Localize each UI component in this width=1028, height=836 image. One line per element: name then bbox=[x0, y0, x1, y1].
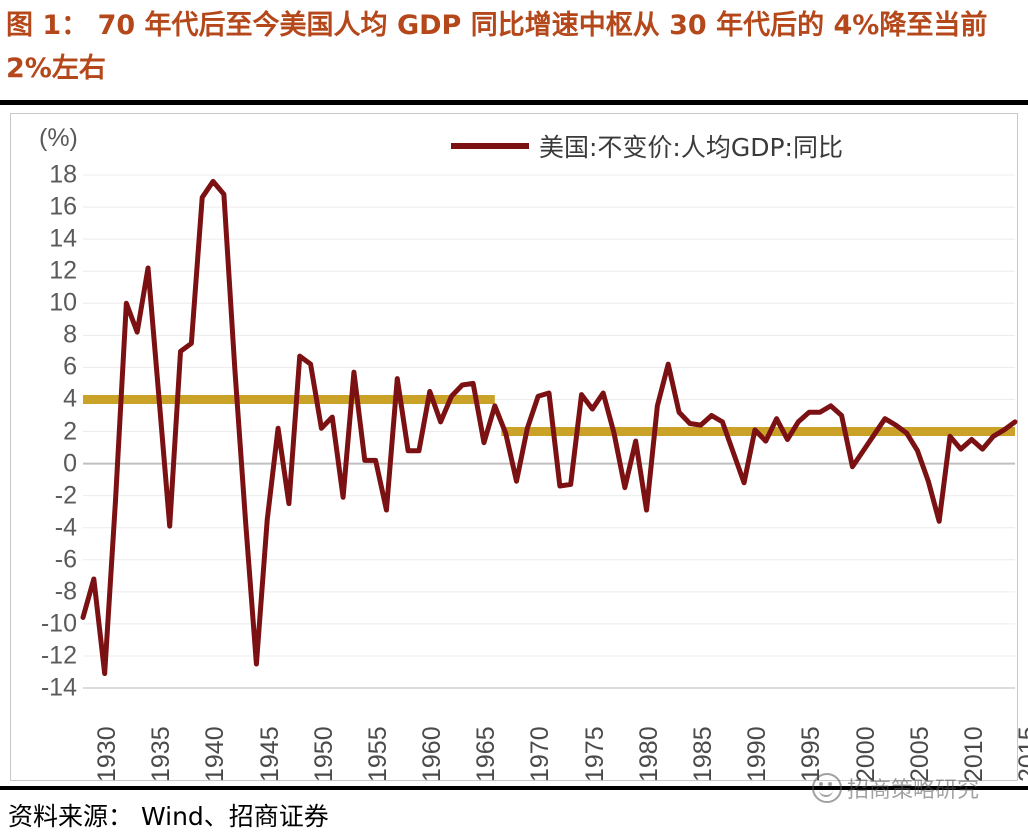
footer-divider bbox=[0, 786, 1028, 790]
x-tick-label: 1940 bbox=[201, 726, 230, 782]
y-axis-ticks: 18 16 14 12 10 8 6 4 2 0 -2 -4 -6 -8 -10 -12 -14 bbox=[15, 114, 77, 782]
y-tick-label: 14 bbox=[49, 224, 77, 253]
y-tick-label: -4 bbox=[54, 513, 77, 542]
watermark-label: 招商策略研究 bbox=[847, 778, 980, 803]
x-tick-label: 1935 bbox=[147, 726, 176, 782]
legend-swatch-icon bbox=[451, 143, 529, 149]
x-tick-label: 1945 bbox=[255, 726, 284, 782]
y-tick-label: 4 bbox=[63, 384, 77, 413]
y-tick-label: 16 bbox=[49, 192, 77, 221]
x-tick-label: 1930 bbox=[93, 726, 121, 782]
title-divider bbox=[0, 100, 1028, 105]
x-tick-label: 1950 bbox=[309, 726, 338, 782]
x-axis-ticks: 1930 1935 1940 1945 1950 1955 1960 1965 1970 1975… bbox=[11, 114, 1028, 782]
chart-legend: 美国:不变价:人均GDP:同比 bbox=[451, 128, 843, 164]
x-tick-label: 1960 bbox=[418, 726, 447, 782]
y-tick-label: 10 bbox=[49, 288, 77, 317]
x-tick-label: 1965 bbox=[472, 726, 501, 782]
x-tick-label: 1970 bbox=[526, 726, 555, 782]
x-tick-label: 1955 bbox=[363, 726, 392, 782]
figure-title-block: 图 1： 70 年代后至今美国人均 GDP 同比增速中枢从 30 年代后的 4%… bbox=[0, 0, 1028, 92]
y-tick-label: 12 bbox=[49, 256, 77, 285]
y-tick-label: -14 bbox=[40, 673, 77, 702]
page-title: 图 1： 70 年代后至今美国人均 GDP 同比增速中枢从 30 年代后的 4%… bbox=[6, 10, 988, 84]
x-tick-label: 1990 bbox=[743, 726, 772, 782]
source-note: 资料来源： Wind、招商证券 bbox=[8, 802, 329, 831]
x-tick-label: 1975 bbox=[580, 726, 609, 782]
y-tick-label: -8 bbox=[54, 577, 77, 606]
y-tick-label: 0 bbox=[63, 449, 77, 478]
y-tick-label: 6 bbox=[63, 352, 77, 381]
y-tick-label: -2 bbox=[54, 481, 77, 510]
y-axis-unit-label: (%) bbox=[39, 124, 78, 152]
y-tick-label: -6 bbox=[54, 545, 77, 574]
legend-label: 美国:不变价:人均GDP:同比 bbox=[539, 133, 843, 162]
x-tick-label: 1980 bbox=[634, 726, 663, 782]
series-line-0 bbox=[80, 178, 1018, 677]
y-tick-label: 2 bbox=[63, 417, 77, 445]
smiley-logo-icon bbox=[812, 773, 842, 803]
y-tick-label: -10 bbox=[40, 609, 77, 638]
chart-container: (%) 美国:不变价:人均GDP:同比 18 16 14 12 10 8 6 4 2 0 -2 -4 -… bbox=[10, 113, 1028, 782]
x-tick-label: 2015 bbox=[1014, 726, 1028, 782]
plot-area: 18 16 14 12 10 8 6 4 2 0 -2 -4 -6 -8 -10 -12 -14 1930 193… bbox=[11, 114, 1028, 782]
watermark: 招商策略研究 bbox=[812, 772, 979, 804]
y-tick-label: 8 bbox=[63, 320, 77, 349]
y-tick-label: 18 bbox=[49, 160, 77, 189]
x-tick-label: 1985 bbox=[689, 726, 718, 782]
line-chart-svg bbox=[80, 174, 1018, 689]
y-tick-label: -12 bbox=[40, 641, 77, 670]
